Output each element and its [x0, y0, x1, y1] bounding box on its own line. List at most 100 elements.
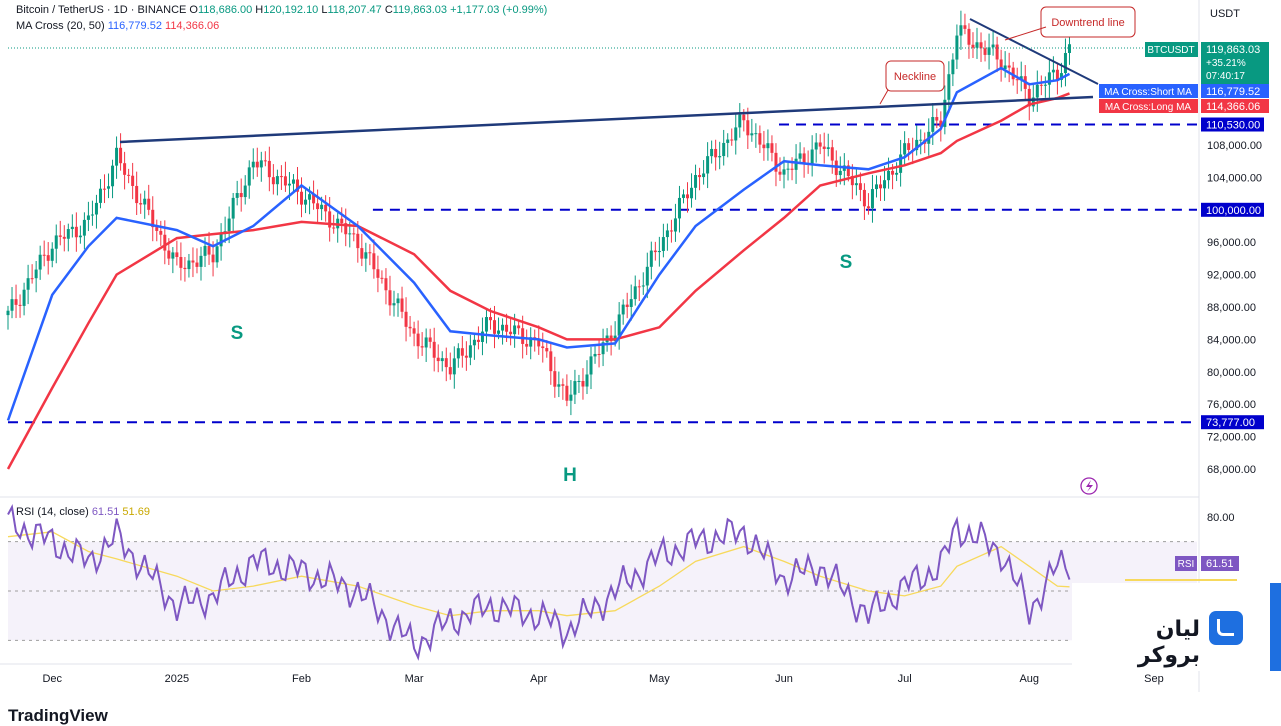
high-label: H: [255, 4, 264, 16]
candle-body: [887, 170, 891, 181]
candle-body: [271, 177, 275, 185]
candle-body: [1067, 44, 1071, 53]
candle-body: [939, 120, 943, 127]
candle-body: [561, 384, 565, 386]
candle-body: [179, 257, 183, 268]
candle-body: [641, 285, 645, 287]
candle-body: [167, 250, 171, 259]
candle-body: [287, 183, 291, 186]
candle-body: [718, 156, 722, 158]
candle-body: [826, 147, 830, 149]
candle-body: [677, 197, 681, 219]
candle-body: [774, 152, 778, 172]
candle-body: [706, 156, 710, 174]
broker-logo-icon: [1209, 611, 1243, 645]
ohlc-legend: Bitcoin / TetherUS · 1D · BINANCE O118,6…: [16, 4, 547, 16]
candle-body: [653, 250, 657, 253]
candle-body: [18, 304, 22, 306]
candle-body: [235, 193, 239, 198]
candle-body: [372, 253, 376, 270]
candle-body: [657, 250, 661, 253]
candle-body: [187, 260, 191, 270]
candle-body: [850, 176, 854, 186]
candle-body: [553, 371, 557, 387]
candle-body: [762, 144, 766, 149]
price-tag-countdown: 07:40:17: [1206, 71, 1245, 82]
candle-body: [581, 380, 585, 387]
candle-body: [557, 384, 561, 387]
candle-body: [758, 133, 762, 145]
candle-body: [50, 248, 54, 261]
time-axis-label: Mar: [405, 673, 424, 685]
candle-body: [681, 194, 685, 198]
candle-body: [436, 357, 440, 362]
candle-body: [1015, 79, 1019, 81]
short-ma-value-bg: [1201, 84, 1269, 98]
candle-body: [1051, 69, 1055, 73]
candle-body: [30, 278, 34, 280]
candle-body: [493, 320, 497, 334]
candle-body: [82, 219, 86, 236]
candle-body: [10, 299, 14, 311]
candle-body: [525, 343, 529, 347]
candle-body: [360, 248, 364, 259]
candle-body: [1003, 65, 1007, 70]
right-shoulder-label: S: [840, 252, 853, 273]
candle-body: [915, 139, 919, 151]
short-ma-tag-value: 116,779.52: [1206, 86, 1260, 98]
candle-body: [1027, 88, 1031, 107]
candle-body: [211, 254, 215, 263]
candle-body: [328, 211, 332, 228]
candle-body: [919, 139, 923, 141]
candle-body: [569, 394, 573, 401]
candle-body: [814, 142, 818, 150]
candle-body: [669, 230, 673, 232]
candle-body: [947, 74, 951, 100]
level-tag-text: 73,777.00: [1206, 417, 1255, 429]
candle-body: [979, 42, 983, 49]
symbol-line: Bitcoin / TetherUS · 1D · BINANCE: [16, 4, 187, 16]
candle-body: [1063, 52, 1067, 74]
candle-body: [14, 299, 18, 305]
short-ma-tag-bg: [1099, 84, 1198, 98]
candle-body: [440, 358, 444, 362]
candle-body: [139, 203, 143, 205]
candle-body: [98, 188, 102, 203]
candle-body: [340, 218, 344, 224]
candle-body: [746, 120, 750, 136]
open-value: 118,686.00: [197, 4, 253, 16]
candle-body: [649, 250, 653, 267]
candle-body: [58, 235, 62, 237]
tradingview-logo-text: TradingView: [8, 706, 108, 725]
rsi-legend-ma: 51.69: [122, 506, 150, 518]
candle-body: [227, 218, 231, 232]
candle-body: [541, 346, 545, 349]
candle-body: [738, 114, 742, 128]
candle-body: [199, 255, 203, 267]
candle-body: [127, 174, 131, 176]
candle-body: [147, 198, 151, 210]
candle-body: [231, 197, 235, 219]
candle-body: [710, 148, 714, 157]
candle-body: [899, 154, 903, 173]
candle-body: [798, 153, 802, 159]
candle-body: [975, 42, 979, 48]
neckline-callout-text: Neckline: [894, 71, 936, 83]
candle-body: [396, 298, 400, 304]
candle-body: [497, 330, 501, 334]
candle-body: [119, 147, 123, 164]
level-tag-bg: [1201, 415, 1264, 430]
low-label: L: [321, 4, 328, 16]
candle-body: [766, 143, 770, 149]
level-tag-bg: [1201, 202, 1264, 217]
long-ma-value-bg: [1201, 99, 1269, 113]
candle-body: [907, 143, 911, 150]
candle-body: [428, 337, 432, 342]
candle-body: [673, 218, 677, 232]
candle-body: [565, 385, 569, 401]
time-axis-label: Jul: [898, 673, 912, 685]
candle-body: [645, 266, 649, 286]
candle-body: [22, 289, 26, 306]
level-tag-text: 100,000.00: [1206, 205, 1261, 217]
